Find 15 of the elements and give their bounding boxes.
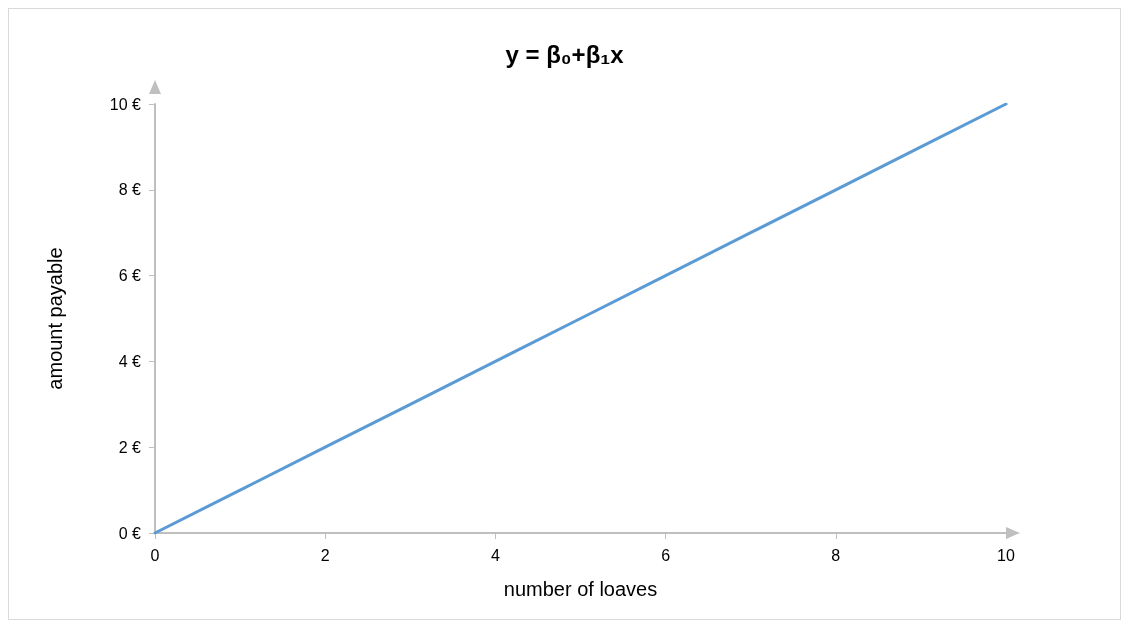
y-tick-label: 2 € bbox=[118, 438, 142, 456]
y-tick-label: 10 € bbox=[109, 95, 142, 113]
y-tick-label: 0 € bbox=[118, 524, 142, 542]
x-tick-label: 6 bbox=[661, 546, 671, 564]
x-axis-title: number of loaves bbox=[503, 578, 658, 600]
x-tick-label: 2 bbox=[320, 546, 330, 564]
y-tick-label: 8 € bbox=[118, 181, 142, 199]
chart-title: y = β₀+β₁x bbox=[505, 40, 625, 68]
x-tick-label: 8 bbox=[831, 546, 841, 564]
y-tick-label: 4 € bbox=[118, 352, 142, 370]
y-axis-title: amount payable bbox=[44, 247, 66, 390]
x-tick-label: 4 bbox=[490, 546, 500, 564]
x-tick-label: 10 bbox=[997, 546, 1015, 564]
x-tick-label: 0 bbox=[150, 546, 160, 564]
y-tick-label: 6 € bbox=[118, 267, 142, 285]
